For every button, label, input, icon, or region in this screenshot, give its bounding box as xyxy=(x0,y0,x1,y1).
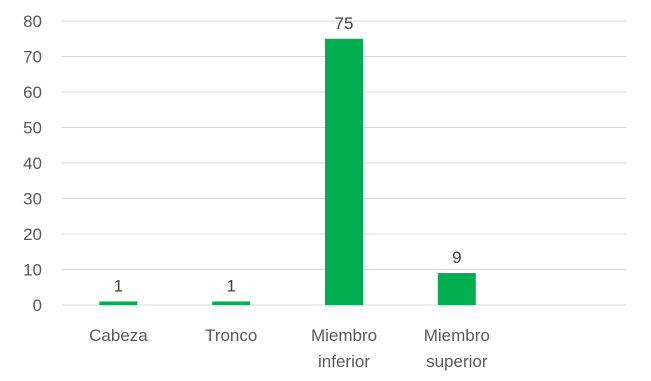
data-label: 1 xyxy=(114,276,123,295)
y-tick-label: 80 xyxy=(23,12,42,31)
y-tick-label: 30 xyxy=(23,190,42,209)
x-category-label: Miembro xyxy=(424,326,490,345)
y-tick-label: 0 xyxy=(33,296,42,315)
y-tick-label: 10 xyxy=(23,261,42,280)
y-tick-label: 40 xyxy=(23,154,42,173)
bar xyxy=(437,273,476,305)
bar xyxy=(99,301,138,305)
bar xyxy=(212,301,251,305)
y-tick-label: 20 xyxy=(23,225,42,244)
data-labels: 1 1 75 9 xyxy=(114,14,462,296)
bar xyxy=(325,38,363,305)
x-category-label: Miembro xyxy=(311,326,377,345)
data-label: 9 xyxy=(452,248,461,267)
bars xyxy=(99,38,476,305)
x-axis-category-labels: Cabeza Tronco Miembro inferior Miembro superi… xyxy=(89,326,490,371)
x-category-label: superior xyxy=(426,352,488,371)
data-label: 1 xyxy=(226,276,235,295)
x-category-label: Tronco xyxy=(205,326,257,345)
x-category-label: inferior xyxy=(318,352,370,371)
y-tick-label: 70 xyxy=(23,48,42,67)
x-category-label: Cabeza xyxy=(89,326,148,345)
y-axis-tick-labels: 0 10 20 30 40 50 60 70 80 xyxy=(23,12,42,315)
y-tick-label: 50 xyxy=(23,119,42,138)
data-label: 75 xyxy=(335,14,354,33)
y-tick-label: 60 xyxy=(23,83,42,102)
